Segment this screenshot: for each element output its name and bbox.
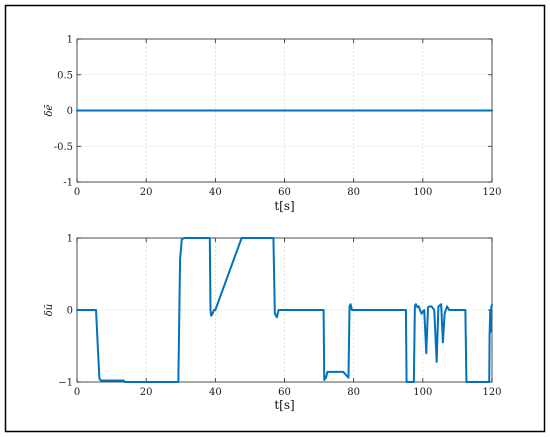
y-tick-label: −1 [58,378,73,389]
x-tick-label: 120 [482,387,501,398]
x-tick-label: 0 [74,387,80,398]
y-axis-label: δũ [44,304,55,316]
y-tick-label: -1 [63,178,73,189]
series-line [76,237,493,383]
y-tick-label: 1 [67,234,73,245]
x-tick-label: 20 [140,387,153,398]
x-tick-label: 80 [347,387,360,398]
x-tick-label: 20 [140,187,153,198]
y-tick-label: 0.5 [57,70,73,81]
upper-plot: 0 20 40 60 80 100 120 -1 -0.5 0 0.5 1 t[s] δẽ [44,35,502,214]
x-tick-label: 120 [482,187,501,198]
x-tick-label: 40 [209,187,222,198]
x-axis-label: t[s] [274,398,294,412]
x-tick-label: 40 [209,387,222,398]
x-tick-label: 60 [278,187,291,198]
x-tick-label: 80 [347,187,360,198]
y-tick-label: 0 [67,306,73,317]
x-axis-label: t[s] [274,199,294,213]
x-tick-label: 60 [278,387,291,398]
y-axis-label: δẽ [44,104,55,116]
x-tick-label: 0 [74,187,80,198]
x-tick-label: 100 [413,387,432,398]
y-tick-label: 0 [67,106,73,117]
y-tick-label: 1 [67,35,73,46]
x-tick-label: 100 [413,187,432,198]
y-tick-label: -0.5 [54,142,73,153]
